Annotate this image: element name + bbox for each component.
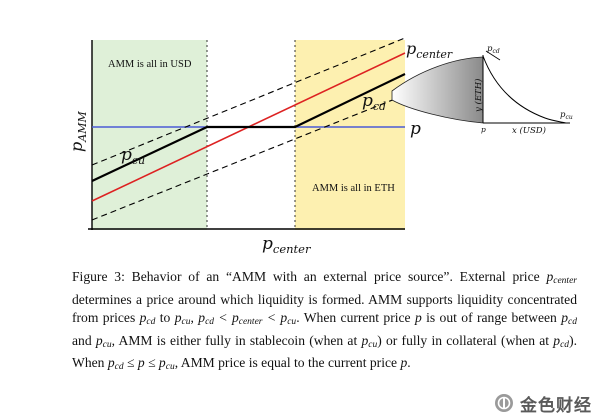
y-axis-label: pAMM [67,111,89,152]
p-cd-line-label: pcd [362,91,386,113]
region-usd-label: AMM is all in USD [108,59,192,70]
inset-right-label: pcu [560,110,573,121]
inset-curve [482,55,567,124]
lower-dashed-line [91,94,406,221]
math-p: p [400,355,408,371]
p-cu-line-label: pcu [121,145,145,167]
math-range: pcd ≤ p ≤ pcu [107,355,175,373]
caption-part: Behavior of an “AMM with an external pri… [124,269,547,284]
eth-region [295,40,405,230]
caption-part: is out of range between [421,310,562,326]
x-axis-label: pcenter [262,234,312,256]
math-p-cu: pcu [361,332,378,350]
upper-dashed-line [91,37,406,166]
watermark: 金色财经 [494,392,592,416]
math-p-cd: pcd [553,332,570,350]
inset-plot: pcd pcu p y (ETH) x (USD) [473,44,573,136]
region-eth-label: AMM is all in ETH [312,183,395,194]
caption-part: to [155,310,175,326]
inset-connector [391,56,484,124]
caption-text: Figure 3: Behavior of an “AMM with an ex… [72,268,577,377]
inset-x-label: x (USD) [512,125,546,136]
math-p: p [414,310,422,326]
amm-price-line [91,73,406,182]
caption-part: . When current price [296,310,415,326]
caption-part: determines a price around which liquidit… [72,291,577,326]
inset-top-label: pcd [487,44,500,55]
math-p-cd: pcd [139,310,156,328]
figure-caption: Figure 3: Behavior of an “AMM with an ex… [72,268,577,377]
figure-number: Figure 3: [72,269,125,284]
p-center-line-label: pcenter [406,39,453,61]
math-p-cd: pcd [561,310,577,328]
p-line-label: p [410,119,421,139]
math-p-center: pcenter [546,269,577,286]
inset-origin-label: p [481,125,486,134]
caption-part: , AMM is either fully in stablecoin (whe… [111,332,362,348]
caption-part: , AMM price is equal to the current pric… [174,355,401,371]
math-p-cu: pcu [95,332,112,350]
caption-part: ). When [72,332,577,371]
amm-price-figure: AMM is all in USD AMM is all in ETH pcen… [67,37,573,256]
watermark-text: 金色财经 [520,395,592,416]
caption-part: . [407,355,411,371]
inset-y-label: y (ETH) [473,79,484,113]
inset-tangent [485,50,501,61]
coin-logo-icon [495,394,513,412]
math-inequality: pcd < pcenter < pcu [198,310,297,328]
math-p-cu: pcu [174,310,191,328]
caption-part: , [190,310,199,326]
caption-part: and [72,332,96,348]
caption-part: ) or fully in collateral (when at [377,332,554,348]
